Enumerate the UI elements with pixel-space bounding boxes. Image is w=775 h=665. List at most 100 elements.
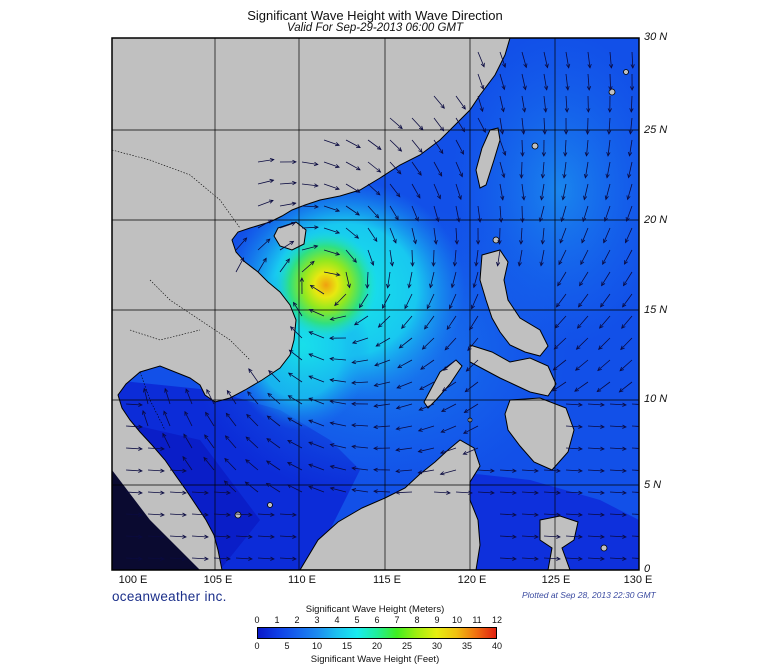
wave-direction-arrow (444, 337, 457, 351)
wave-direction-arrow (455, 139, 464, 155)
wave-direction-arrow (521, 117, 525, 134)
map-frame (111, 37, 640, 571)
wave-direction-arrowhead (644, 491, 648, 495)
wave-direction-arrowhead (269, 178, 275, 184)
wave-direction-arrow (577, 315, 589, 329)
wave-direction-arrow (287, 417, 303, 427)
wave-direction-arrow (147, 469, 165, 472)
wave-direction-arrowhead (424, 324, 429, 330)
wave-direction-arrowhead (335, 142, 340, 147)
wave-direction-arrowhead (289, 240, 295, 246)
wave-direction-arrow (521, 73, 526, 90)
wave-direction-arrowhead (565, 85, 570, 91)
wave-direction-arrow (521, 491, 539, 494)
wave-direction-arrowhead (539, 261, 544, 267)
wave-direction-arrow (631, 425, 639, 427)
wave-direction-arrow (290, 326, 303, 339)
wave-direction-arrowhead (600, 302, 605, 308)
wave-direction-arrow (552, 381, 567, 392)
wave-direction-arrow (330, 379, 347, 383)
lat-label-10n: 10 N (644, 393, 668, 405)
wave-direction-arrowhead (469, 325, 474, 331)
wave-direction-arrow (556, 293, 567, 308)
wave-direction-arrowhead (395, 468, 400, 474)
lon-label-120e: 120 E (457, 574, 487, 586)
wave-direction-arrow (521, 513, 539, 516)
wave-direction-arrowhead (248, 534, 253, 539)
wave-direction-arrow (455, 227, 458, 245)
wave-direction-arrow (587, 535, 605, 538)
wave-direction-arrow (418, 447, 435, 453)
wave-direction-arrowhead (600, 490, 605, 495)
wave-direction-arrowhead (386, 283, 391, 289)
wave-direction-arrow (499, 491, 517, 494)
wave-direction-arrowhead (329, 464, 335, 470)
wave-direction-arrow (587, 513, 605, 516)
wave-direction-arrow (606, 161, 611, 178)
wave-direction-arrow (521, 183, 525, 200)
wave-direction-arrowhead (160, 490, 165, 495)
wave-direction-arrowhead (553, 345, 559, 350)
colorbar-feet-title: Significant Wave Height (Feet) (310, 654, 440, 665)
wave-direction-arrowhead (538, 217, 543, 223)
wave-direction-arrow (543, 95, 547, 112)
wave-direction-arrow (609, 51, 612, 68)
wave-direction-arrow (213, 557, 231, 560)
wave-direction-arrow (433, 139, 444, 154)
wave-direction-arrow (429, 271, 435, 288)
wave-direction-arrowhead (313, 244, 319, 249)
land-mindanao (504, 397, 575, 471)
wave-direction-arrow (330, 315, 347, 320)
wave-direction-arrowhead (540, 240, 545, 245)
wave-direction-arrow (330, 422, 347, 427)
wave-direction-arrowhead (335, 272, 341, 277)
wave-direction-arrow (463, 447, 479, 455)
wave-direction-arrow (627, 183, 633, 200)
wave-direction-arrowhead (377, 323, 383, 328)
wave-direction-arrowhead (394, 215, 399, 221)
wave-direction-arrowhead (539, 195, 545, 201)
wave-direction-arrow (352, 489, 369, 493)
wave-direction-arrow (374, 403, 391, 407)
colorbar-meter-tick: 8 (414, 615, 420, 625)
wave-direction-arrowhead (581, 238, 586, 244)
wave-direction-arrow (454, 249, 457, 266)
wave-direction-arrow (587, 491, 605, 494)
wave-direction-arrow (443, 359, 457, 371)
wave-direction-arrow (367, 205, 379, 219)
wave-direction-arrowhead (587, 63, 592, 69)
wave-direction-arrow (587, 403, 605, 406)
wave-direction-arrowhead (500, 195, 505, 201)
wave-direction-arrowhead (373, 424, 378, 430)
wave-direction-arrowhead (517, 261, 522, 267)
wave-direction-arrowhead (299, 277, 304, 282)
wave-direction-arrow (622, 293, 633, 308)
wave-direction-arrow (301, 261, 315, 273)
wave-direction-arrowhead (575, 366, 580, 371)
wave-direction-arrow (266, 438, 281, 449)
wave-direction-arrow (555, 315, 567, 329)
wave-direction-arrowhead (287, 417, 293, 422)
wave-direction-arrow (352, 446, 369, 449)
wave-direction-arrowhead (556, 468, 561, 473)
wave-direction-arrow (204, 434, 215, 449)
wave-direction-arrow (565, 403, 583, 406)
wave-direction-arrow (440, 469, 457, 475)
wave-direction-arrowhead (375, 190, 381, 196)
wave-direction-arrow (446, 315, 457, 330)
wave-direction-arrow (323, 271, 340, 276)
wave-direction-arrowhead (544, 63, 549, 69)
wave-direction-arrowhead (335, 251, 341, 256)
wave-direction-arrowhead (182, 512, 187, 517)
lon-label-115e: 115 E (373, 574, 401, 586)
wave-direction-arrow (631, 491, 639, 493)
lat-label-20n: 20 N (644, 214, 668, 226)
wave-direction-arrowhead (544, 85, 549, 91)
wave-direction-arrowhead (628, 130, 633, 135)
wave-direction-arrowhead (375, 342, 381, 347)
wave-direction-arrowhead (183, 433, 188, 439)
wave-direction-arrowhead (456, 217, 461, 223)
wave-direction-arrowhead (351, 488, 357, 493)
wave-direction-arrow (543, 73, 548, 90)
wave-direction-arrowhead (412, 239, 417, 245)
